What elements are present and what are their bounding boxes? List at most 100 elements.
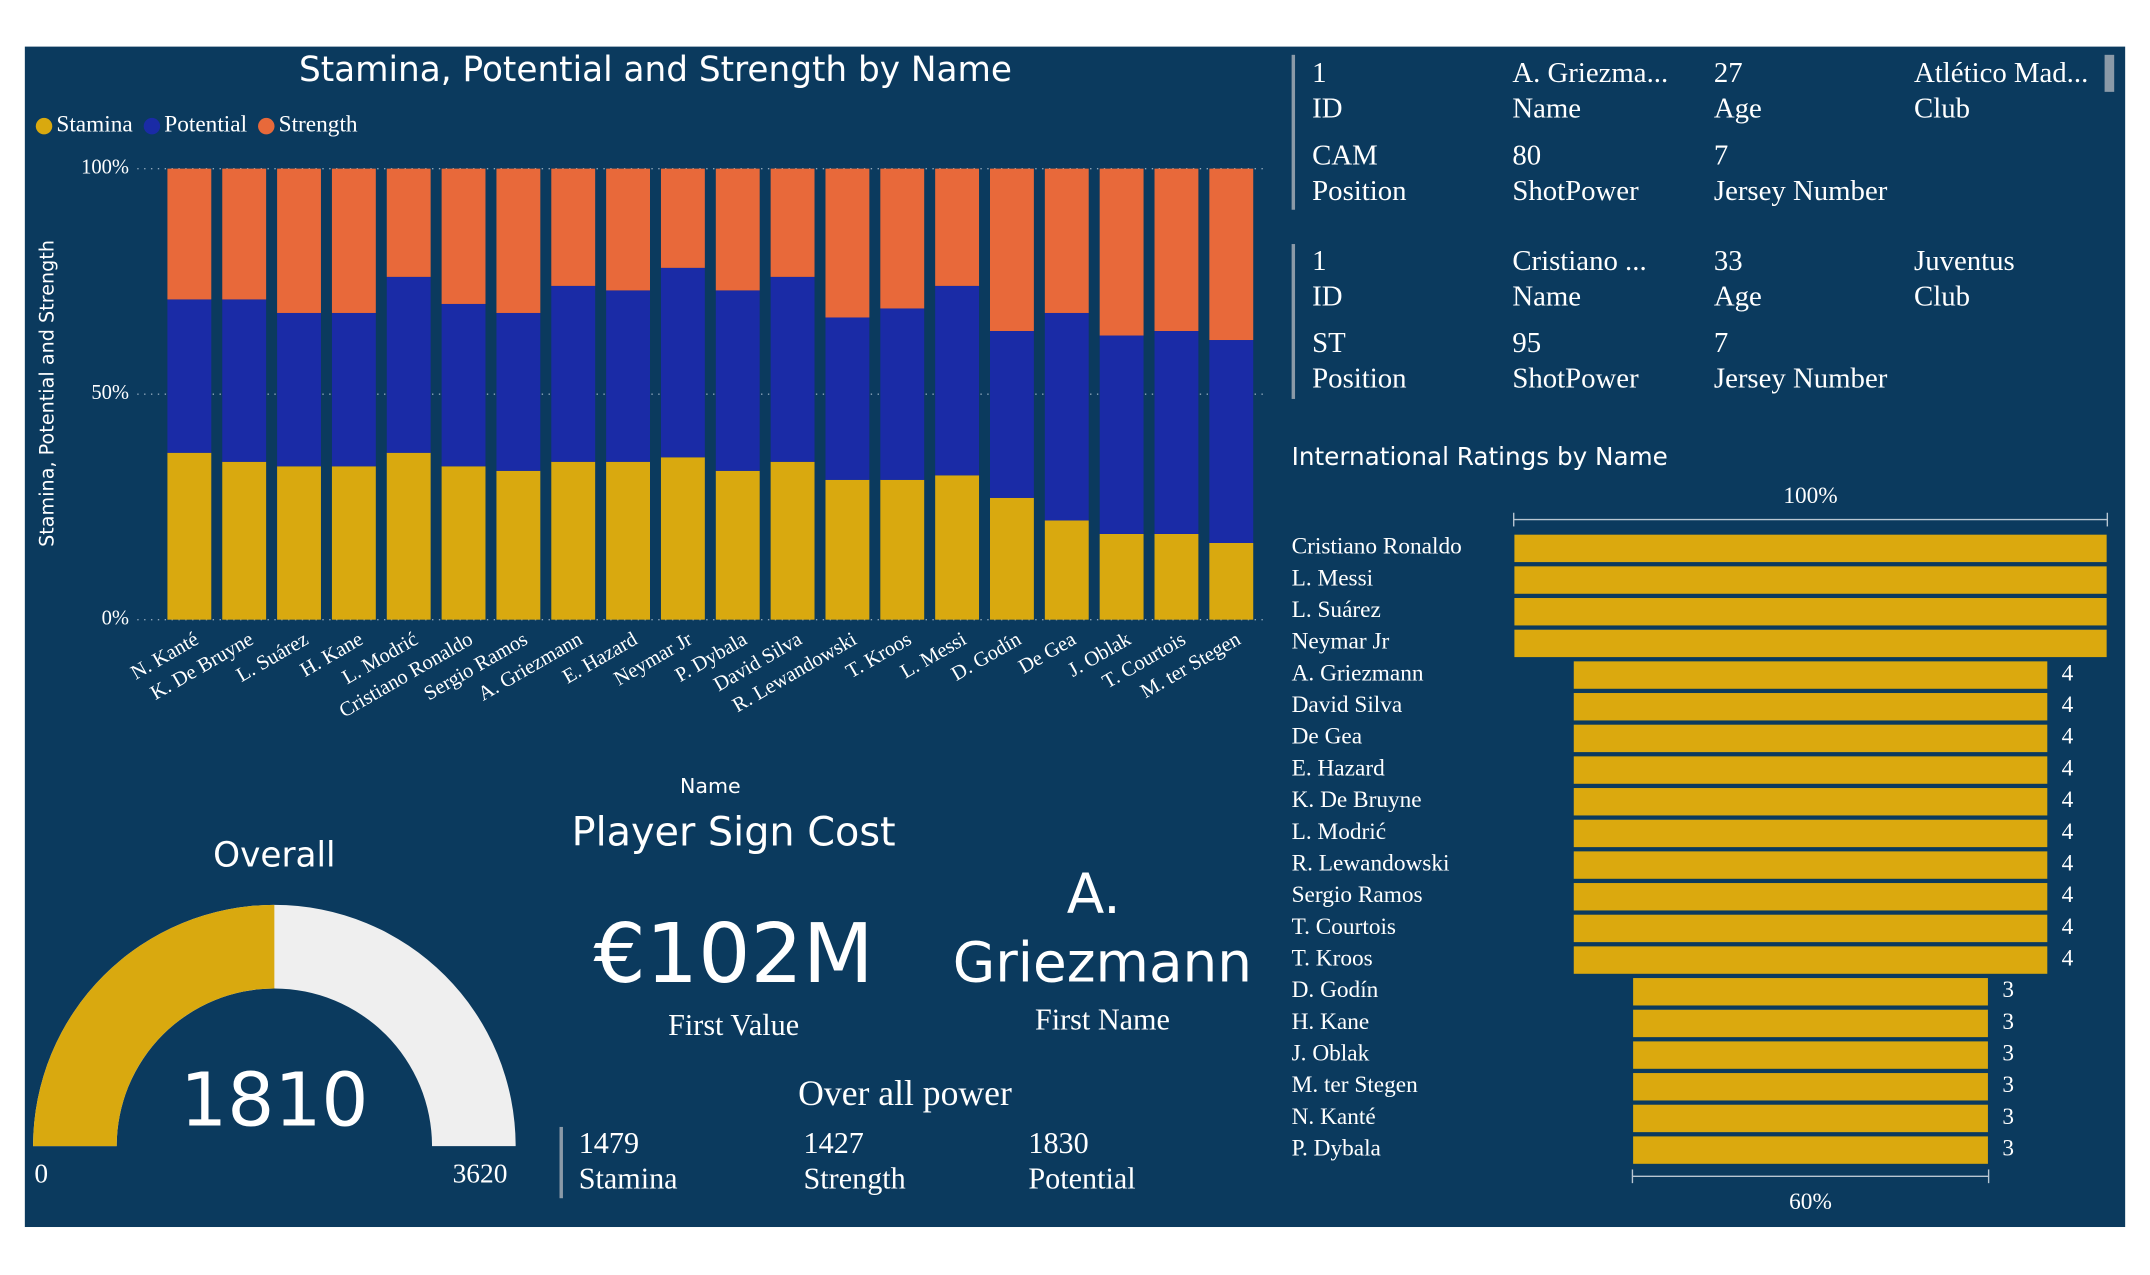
card-value: €102M (593, 907, 873, 1002)
bar-segment (1209, 542, 1254, 620)
bar-segment (1044, 312, 1089, 521)
chart-title: Stamina, Potential and Strength by Name (299, 50, 1012, 90)
funnel-value-label: 4 (2062, 914, 2074, 940)
legend-marker (143, 117, 161, 135)
card-accent (1291, 244, 1296, 399)
bar-segment (715, 168, 760, 291)
bar-segment (386, 452, 431, 620)
funnel-value-label: 3 (2002, 1104, 2014, 1130)
bar-segment (331, 312, 376, 467)
bar-segment (386, 168, 431, 277)
card-field-value: 95 (1512, 327, 1541, 359)
funnel-category-label: David Silva (1292, 692, 1403, 718)
bar-segment (606, 290, 650, 462)
card-field-value: 1 (1312, 57, 1326, 89)
funnel-category-label: N. Kanté (1292, 1104, 1376, 1130)
card-field-label: Name (1512, 280, 1581, 312)
y-tick-label: 100% (81, 156, 129, 178)
bar-segment (222, 461, 267, 620)
funnel-percent-label: 60% (1789, 1189, 1832, 1215)
bar-segment (880, 479, 925, 620)
card-accent (559, 1126, 563, 1199)
bar-segment (331, 466, 376, 620)
funnel-category-label: J. Oblak (1292, 1040, 1370, 1066)
card-field-value: Atlético Mad... (1914, 57, 2088, 89)
bar-segment (880, 168, 925, 309)
card-field-value: CAM (1312, 139, 1378, 171)
card-field-value: 80 (1512, 139, 1541, 171)
bar-segment (441, 303, 486, 467)
card-value: A. Griezmann (953, 862, 1252, 995)
card-field-label: Position (1312, 363, 1406, 395)
funnel-category-label: H. Kane (1292, 1009, 1370, 1035)
funnel-category-label: Cristiano Ronaldo (1292, 534, 1462, 560)
card-field-label: ShotPower (1512, 363, 1639, 395)
bar-segment (660, 267, 705, 458)
bar-segment (1044, 168, 1089, 313)
funnel-category-label: K. De Bruyne (1292, 787, 1422, 813)
funnel-bar (1572, 881, 2049, 912)
bar-segment (1209, 168, 1254, 341)
card-field-label: ID (1312, 280, 1342, 312)
card-field-label: Jersey Number (1714, 175, 1888, 207)
funnel-bar (1572, 754, 2049, 786)
funnel-percent-label: 100% (1783, 483, 1837, 509)
bar-segment (222, 299, 267, 462)
legend-label: Potential (164, 111, 247, 137)
card-field-value: A. Griezma... (1512, 57, 1668, 89)
funnel-bar (1572, 945, 2049, 976)
funnel-bar (1572, 659, 2049, 691)
bar-segment (222, 168, 267, 300)
card-field-value: Cristiano ... (1512, 245, 1646, 277)
card-field-label: Name (1512, 93, 1581, 125)
card-label: First Value (668, 1008, 799, 1042)
scrollbar[interactable] (2104, 54, 2115, 92)
funnel-category-label: De Gea (1292, 724, 1363, 750)
bar-segment (770, 461, 815, 620)
card-label: First Name (1035, 1003, 1170, 1037)
card-field-label: Club (1914, 93, 1970, 125)
funnel-category-label: L. Suárez (1292, 597, 1381, 623)
y-tick-label: 0% (102, 607, 129, 629)
funnel-value-label: 4 (2062, 660, 2074, 686)
card-field-label: Club (1914, 280, 1970, 312)
bar-segment (935, 475, 980, 620)
funnel-bar (1513, 628, 2109, 659)
card-field-value: 1830 (1028, 1126, 1088, 1160)
legend-label: Strength (279, 111, 358, 137)
bar-segment (770, 168, 815, 277)
card-field-value: Juventus (1914, 245, 2015, 277)
card-field-value: 27 (1714, 57, 1743, 89)
gauge-title: Overall (213, 835, 335, 875)
bar-segment (935, 168, 980, 286)
bar-segment (770, 276, 815, 462)
funnel-value-label: 3 (2002, 1072, 2014, 1098)
funnel-bar (1631, 976, 1990, 1007)
bar-segment (1099, 335, 1144, 534)
bar-segment (606, 168, 650, 291)
funnel-value-label: 4 (2062, 850, 2074, 876)
bar-segment (715, 290, 760, 471)
card-field-value: 1 (1312, 245, 1326, 277)
bar-segment (1154, 533, 1199, 620)
funnel-value-label: 3 (2002, 977, 2014, 1003)
bar-segment (935, 285, 980, 476)
bar-segment (990, 168, 1034, 332)
bar-segment (441, 466, 486, 620)
card-accent (1291, 54, 1296, 210)
bar-segment (551, 461, 596, 620)
card-field-value: 1479 (579, 1126, 639, 1160)
funnel-value-label: 4 (2062, 787, 2074, 813)
funnel-category-label: A. Griezmann (1292, 660, 1424, 686)
funnel-bar (1513, 564, 2109, 596)
funnel-value-label: 4 (2062, 882, 2074, 908)
funnel-value-label: 4 (2062, 692, 2074, 718)
funnel-bar (1631, 1008, 1990, 1039)
legend-marker (35, 117, 53, 135)
card-field-value: 1427 (804, 1126, 864, 1160)
funnel-category-label: Neymar Jr (1292, 629, 1390, 655)
funnel-bar (1513, 596, 2109, 627)
funnel-bar (1631, 1071, 1990, 1102)
bar-segment (660, 457, 705, 620)
bar-segment (715, 470, 760, 620)
